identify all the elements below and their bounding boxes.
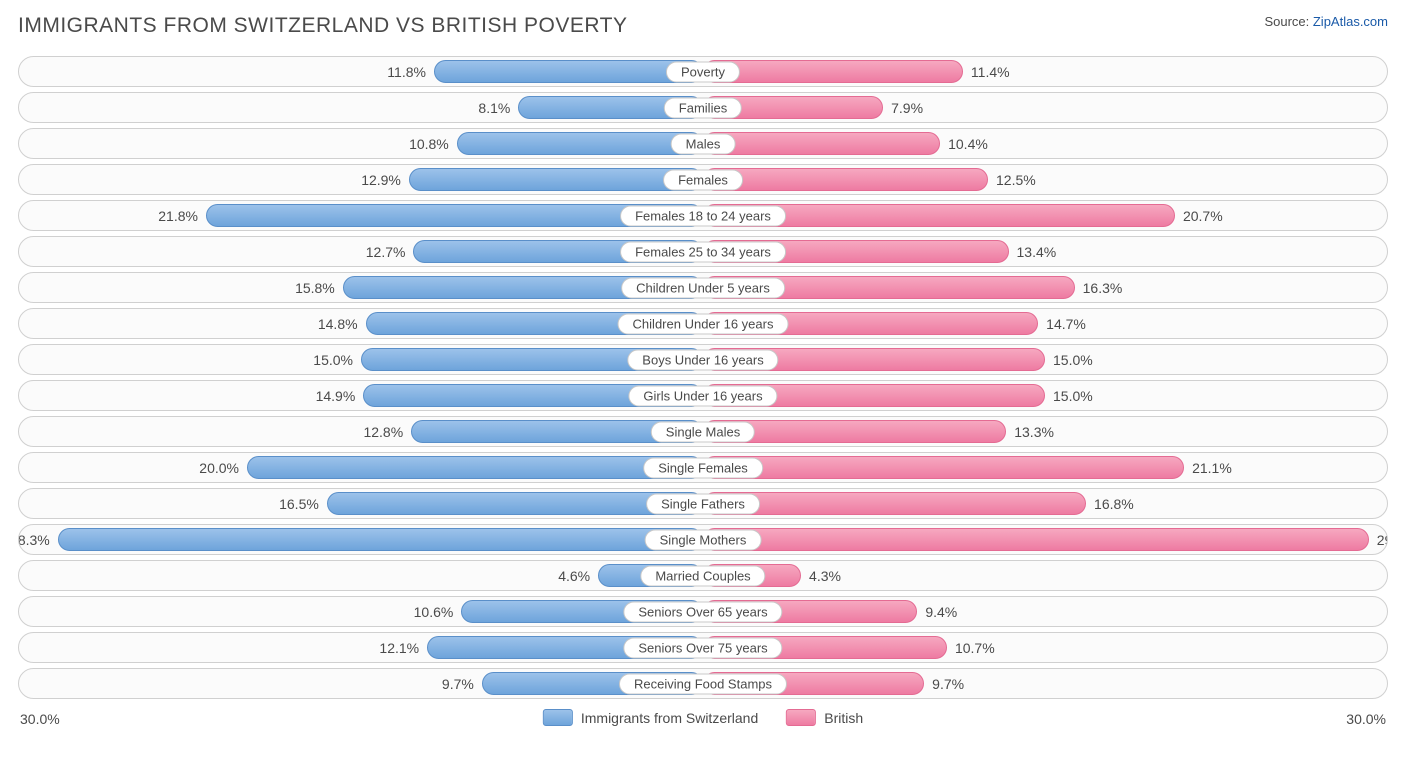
category-label: Seniors Over 75 years	[623, 637, 782, 658]
value-label-a: 12.1%	[379, 640, 419, 656]
value-label-b: 16.8%	[1094, 496, 1134, 512]
value-label-a: 14.8%	[318, 316, 358, 332]
bar-series-a	[409, 168, 703, 191]
value-label-b: 15.0%	[1053, 352, 1093, 368]
category-label: Single Fathers	[646, 493, 760, 514]
chart-row: 12.1% 10.7% Seniors Over 75 years	[18, 632, 1388, 663]
value-label-b: 16.3%	[1083, 280, 1123, 296]
axis-max-right: 30.0%	[1346, 711, 1386, 727]
value-label-b: 10.7%	[955, 640, 995, 656]
category-label: Boys Under 16 years	[627, 349, 778, 370]
value-label-a: 12.8%	[363, 424, 403, 440]
chart-source: Source: ZipAtlas.com	[1264, 14, 1388, 29]
value-label-b: 21.1%	[1192, 460, 1232, 476]
value-label-b: 20.7%	[1183, 208, 1223, 224]
value-label-b: 10.4%	[948, 136, 988, 152]
value-label-b: 15.0%	[1053, 388, 1093, 404]
chart-row: 10.6% 9.4% Seniors Over 65 years	[18, 596, 1388, 627]
chart-row: 12.9% 12.5% Females	[18, 164, 1388, 195]
legend-item-b: British	[786, 709, 863, 726]
bar-series-a	[434, 60, 703, 83]
category-label: Females 18 to 24 years	[620, 205, 786, 226]
category-label: Married Couples	[640, 565, 765, 586]
value-label-a: 12.9%	[361, 172, 401, 188]
value-label-b: 14.7%	[1046, 316, 1086, 332]
category-label: Males	[671, 133, 736, 154]
category-label: Single Mothers	[645, 529, 762, 550]
bar-series-b	[703, 60, 963, 83]
value-label-b: 11.4%	[971, 64, 1010, 80]
chart-row: 14.9% 15.0% Girls Under 16 years	[18, 380, 1388, 411]
bar-series-a	[58, 528, 703, 551]
chart-row: 16.5% 16.8% Single Fathers	[18, 488, 1388, 519]
chart-row: 8.1% 7.9% Families	[18, 92, 1388, 123]
chart-row: 28.3% 29.2% Single Mothers	[18, 524, 1388, 555]
chart-row: 21.8% 20.7% Females 18 to 24 years	[18, 200, 1388, 231]
category-label: Females	[663, 169, 743, 190]
value-label-a: 8.1%	[478, 100, 510, 116]
category-label: Single Males	[651, 421, 755, 442]
bar-series-b	[703, 132, 940, 155]
bar-series-a	[247, 456, 703, 479]
chart-row: 10.8% 10.4% Males	[18, 128, 1388, 159]
category-label: Females 25 to 34 years	[620, 241, 786, 262]
bar-series-b	[703, 456, 1184, 479]
value-label-b: 13.3%	[1014, 424, 1054, 440]
swatch-icon	[543, 709, 573, 726]
category-label: Children Under 5 years	[621, 277, 785, 298]
swatch-icon	[786, 709, 816, 726]
chart-row: 15.8% 16.3% Children Under 5 years	[18, 272, 1388, 303]
chart-footer: 30.0% Immigrants from Switzerland Britis…	[18, 707, 1388, 735]
chart-row: 12.7% 13.4% Females 25 to 34 years	[18, 236, 1388, 267]
category-label: Single Females	[643, 457, 763, 478]
chart-row: 11.8% 11.4% Poverty	[18, 56, 1388, 87]
chart-title: IMMIGRANTS FROM SWITZERLAND VS BRITISH P…	[18, 14, 628, 38]
value-label-b: 29.2%	[1377, 532, 1388, 548]
category-label: Seniors Over 65 years	[623, 601, 782, 622]
bar-series-b	[703, 168, 988, 191]
bar-series-b	[703, 492, 1086, 515]
bar-series-b	[703, 528, 1369, 551]
chart-row: 14.8% 14.7% Children Under 16 years	[18, 308, 1388, 339]
diverging-bar-chart: 11.8%11.4%Poverty8.1%7.9%Families10.8%10…	[18, 56, 1388, 699]
value-label-a: 20.0%	[199, 460, 239, 476]
value-label-a: 10.8%	[409, 136, 449, 152]
chart-row: 4.6% 4.3% Married Couples	[18, 560, 1388, 591]
source-prefix: Source:	[1264, 14, 1312, 29]
category-label: Girls Under 16 years	[628, 385, 777, 406]
category-label: Children Under 16 years	[618, 313, 789, 334]
axis-max-left: 30.0%	[20, 711, 60, 727]
value-label-a: 15.0%	[313, 352, 353, 368]
chart-row: 12.8% 13.3% Single Males	[18, 416, 1388, 447]
value-label-a: 10.6%	[414, 604, 454, 620]
value-label-b: 12.5%	[996, 172, 1036, 188]
value-label-a: 12.7%	[366, 244, 406, 260]
value-label-b: 9.7%	[932, 676, 964, 692]
value-label-a: 21.8%	[158, 208, 198, 224]
legend-item-a: Immigrants from Switzerland	[543, 709, 758, 726]
legend-label-b: British	[824, 710, 863, 726]
chart-row: 20.0% 21.1% Single Females	[18, 452, 1388, 483]
source-link[interactable]: ZipAtlas.com	[1313, 14, 1388, 29]
chart-row: 9.7% 9.7% Receiving Food Stamps	[18, 668, 1388, 699]
legend: Immigrants from Switzerland British	[543, 709, 863, 726]
category-label: Poverty	[666, 61, 740, 82]
chart-header: IMMIGRANTS FROM SWITZERLAND VS BRITISH P…	[18, 14, 1388, 38]
value-label-b: 13.4%	[1017, 244, 1057, 260]
value-label-b: 4.3%	[809, 568, 841, 584]
value-label-b: 9.4%	[925, 604, 957, 620]
value-label-a: 11.8%	[387, 64, 426, 80]
category-label: Receiving Food Stamps	[619, 673, 787, 694]
chart-row: 15.0% 15.0% Boys Under 16 years	[18, 344, 1388, 375]
value-label-a: 28.3%	[18, 532, 50, 548]
value-label-b: 7.9%	[891, 100, 923, 116]
value-label-a: 16.5%	[279, 496, 319, 512]
value-label-a: 15.8%	[295, 280, 335, 296]
bar-series-a	[457, 132, 703, 155]
legend-label-a: Immigrants from Switzerland	[581, 710, 758, 726]
value-label-a: 4.6%	[558, 568, 590, 584]
value-label-a: 9.7%	[442, 676, 474, 692]
value-label-a: 14.9%	[316, 388, 356, 404]
category-label: Families	[664, 97, 742, 118]
